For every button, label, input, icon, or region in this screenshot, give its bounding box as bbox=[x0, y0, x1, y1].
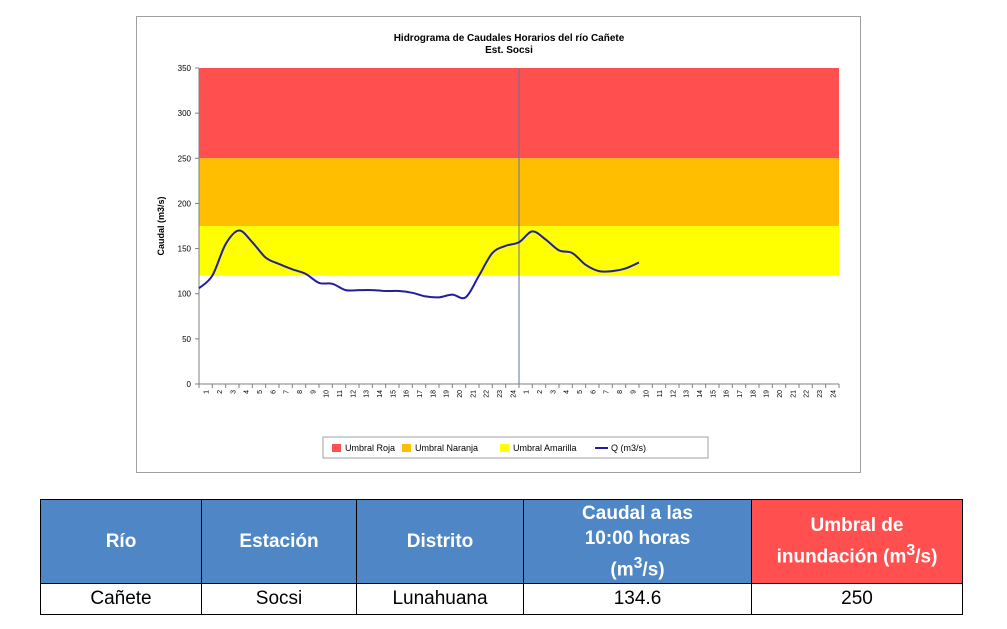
cell-distrito: Lunahuana bbox=[356, 583, 524, 615]
x-tick-label: 4 bbox=[564, 390, 571, 394]
x-tick-label: 20 bbox=[777, 390, 784, 398]
x-tick-label: 2 bbox=[217, 390, 224, 394]
x-tick-label: 21 bbox=[790, 390, 797, 398]
y-tick-label: 200 bbox=[178, 199, 192, 208]
x-tick-label: 22 bbox=[804, 390, 811, 398]
header-distrito: Distrito bbox=[356, 499, 524, 584]
header-estacion: Estación bbox=[201, 499, 357, 584]
x-tick-label: 3 bbox=[550, 390, 557, 394]
legend-box bbox=[322, 436, 709, 459]
header-umbral-line2: inundación (m bbox=[776, 546, 907, 568]
x-tick-label: 19 bbox=[764, 390, 771, 398]
cell-umbral: 250 bbox=[751, 583, 963, 615]
y-tick-label: 300 bbox=[178, 109, 192, 118]
cell-caudal: 134.6 bbox=[523, 583, 752, 615]
x-tick-label: 6 bbox=[590, 390, 597, 394]
x-tick-label: 2 bbox=[537, 390, 544, 394]
x-tick-label: 13 bbox=[684, 390, 691, 398]
x-tick-label: 13 bbox=[364, 390, 371, 398]
x-tick-label: 14 bbox=[377, 390, 384, 398]
legend-label: Umbral Amarilla bbox=[513, 443, 577, 453]
chart-title: Hidrograma de Caudales Horarios del río … bbox=[394, 33, 625, 44]
x-tick-label: 11 bbox=[657, 390, 664, 397]
header-rio: Río bbox=[40, 499, 202, 584]
x-tick-label: 24 bbox=[830, 390, 837, 398]
x-tick-label: 12 bbox=[350, 390, 357, 398]
x-tick-label: 5 bbox=[577, 390, 584, 394]
x-tick-label: 7 bbox=[604, 390, 611, 394]
header-caudal: Caudal a las 10:00 horas (m3/s) bbox=[523, 499, 752, 584]
header-caudal-unit-b: /s) bbox=[642, 559, 665, 581]
x-tick-label: 23 bbox=[497, 390, 504, 398]
header-caudal-unit-sup: 3 bbox=[633, 554, 643, 572]
info-table-wrap: Río Estación Distrito Caudal a las 10:00… bbox=[40, 499, 963, 615]
header-umbral-unit-b: /s) bbox=[915, 546, 938, 568]
header-umbral-line1: Umbral de bbox=[810, 515, 904, 537]
x-tick-label: 1 bbox=[524, 390, 531, 394]
station-info-table: Río Estación Distrito Caudal a las 10:00… bbox=[40, 499, 963, 615]
y-tick-label: 0 bbox=[187, 380, 192, 389]
y-tick-label: 50 bbox=[182, 335, 191, 344]
x-tick-label: 8 bbox=[617, 390, 624, 394]
legend-label: Umbral Naranja bbox=[415, 443, 478, 453]
x-tick-label: 10 bbox=[324, 390, 331, 398]
legend-label: Umbral Roja bbox=[345, 443, 395, 453]
x-tick-label: 1 bbox=[204, 390, 211, 394]
x-tick-label: 5 bbox=[257, 390, 264, 394]
x-tick-label: 3 bbox=[230, 390, 237, 394]
x-tick-label: 9 bbox=[310, 390, 317, 394]
chart-frame: 0 50 100 150 200 250 300 350 1 2 3 4 5 6 7 8 9 10 11 12 13 14… bbox=[136, 16, 861, 473]
x-tick-label: 16 bbox=[404, 390, 411, 398]
x-tick-label: 18 bbox=[750, 390, 757, 398]
header-caudal-line1: Caudal a las bbox=[582, 502, 693, 524]
header-caudal-unit-a: (m bbox=[610, 559, 634, 581]
y-tick-label: 250 bbox=[178, 154, 192, 163]
legend-swatch bbox=[500, 444, 509, 452]
table-row: Cañete Socsi Lunahuana 134.6 250 bbox=[40, 583, 963, 615]
header-caudal-line2: 10:00 horas bbox=[584, 527, 691, 549]
y-tick-label: 150 bbox=[178, 245, 192, 254]
chart-subtitle: Est. Socsi bbox=[485, 45, 533, 56]
x-tick-label: 8 bbox=[297, 390, 304, 394]
x-tick-label: 14 bbox=[697, 390, 704, 398]
x-tick-label: 15 bbox=[390, 390, 397, 398]
y-axis-label: Caudal (m3/s) bbox=[156, 196, 166, 255]
series-line-q bbox=[198, 229, 640, 300]
legend-label: Q (m3/s) bbox=[611, 443, 646, 453]
x-tick-label: 17 bbox=[417, 390, 424, 398]
x-tick-label: 21 bbox=[470, 390, 477, 398]
y-tick-label: 100 bbox=[178, 290, 192, 299]
x-tick-label: 18 bbox=[430, 390, 437, 398]
x-tick-label: 7 bbox=[284, 390, 291, 394]
x-tick-label: 4 bbox=[244, 390, 251, 394]
header-umbral: Umbral de inundación (m3/s) bbox=[751, 499, 963, 584]
table-header-row: Río Estación Distrito Caudal a las 10:00… bbox=[40, 499, 963, 584]
x-tick-label: 6 bbox=[270, 390, 277, 394]
x-tick-label: 24 bbox=[510, 390, 517, 398]
legend-swatch bbox=[402, 444, 411, 452]
y-tick-label: 350 bbox=[178, 64, 192, 73]
x-tick-label: 19 bbox=[444, 390, 451, 398]
x-tick-label: 11 bbox=[337, 390, 344, 397]
x-tick-label: 10 bbox=[644, 390, 651, 398]
cell-estacion: Socsi bbox=[201, 583, 357, 615]
x-tick-label: 15 bbox=[710, 390, 717, 398]
x-tick-label: 22 bbox=[484, 390, 491, 398]
legend-swatch bbox=[332, 444, 341, 452]
x-tick-label: 12 bbox=[670, 390, 677, 398]
x-tick-label: 9 bbox=[630, 390, 637, 394]
x-tick-label: 20 bbox=[457, 390, 464, 398]
cell-rio: Cañete bbox=[40, 583, 202, 615]
x-tick-label: 16 bbox=[724, 390, 731, 398]
header-umbral-unit-sup: 3 bbox=[906, 542, 916, 560]
x-tick-label: 23 bbox=[817, 390, 824, 398]
x-tick-label: 17 bbox=[737, 390, 744, 398]
